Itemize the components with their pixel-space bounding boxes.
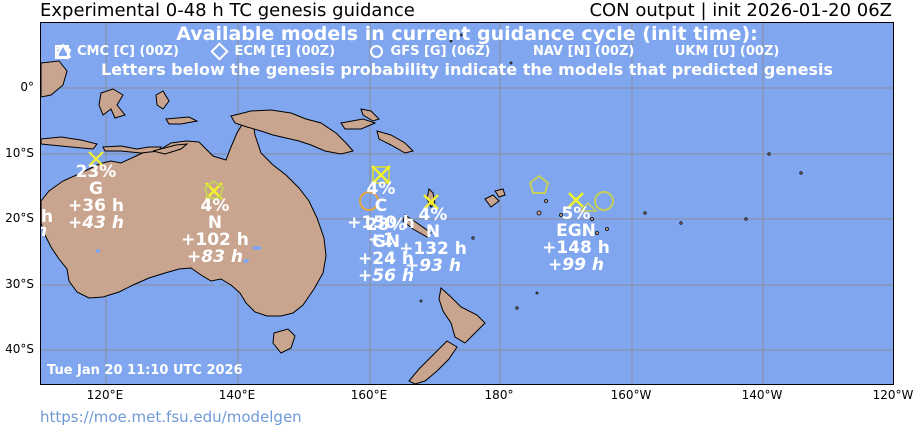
genesis-probability: 4% [200, 196, 230, 216]
nz-north-island [438, 287, 486, 344]
new-caledonia [402, 214, 432, 238]
system-2-label[interactable]: 4% N +102 h +83 h [181, 198, 249, 266]
timestamp: Tue Jan 20 11:10 UTC 2026 [47, 363, 243, 378]
model-letters: N [425, 222, 441, 242]
map-panel[interactable]: Available models in current guidance cyc… [40, 22, 894, 385]
system-6-label[interactable]: 5% EGN +148 h +99 h [542, 206, 610, 274]
timor [152, 143, 189, 155]
fiji-2 [494, 188, 506, 198]
model-letters: GN [371, 232, 401, 252]
lat-label-20s: 20°S [5, 211, 34, 225]
genesis-probability: 5% [561, 204, 591, 224]
genesis-probability: 28% [365, 215, 407, 235]
legend-ukm: UKM [U] (00Z) [674, 44, 780, 59]
sulawesi [98, 88, 126, 119]
lon-label-120w: 120°W [872, 388, 914, 402]
new-guinea [230, 109, 354, 155]
lead-time: +150 h [347, 213, 415, 233]
model-legend: CMC [C] (00Z) ECM [E] (00Z) GFS [G] (06Z… [55, 42, 893, 61]
lon-label-140e: 140°E [218, 388, 256, 402]
genesis-probability: 23% [75, 162, 117, 182]
australia [41, 114, 327, 317]
marker-system-2 [203, 179, 225, 200]
genesis-markers [88, 151, 614, 212]
diamond-icon [210, 42, 230, 61]
lead-time: +24 h [358, 249, 414, 269]
lat-label-30s: 30°S [5, 277, 34, 291]
model-letters: C [374, 196, 388, 216]
legend-ecm: ECM [E] (00Z) [234, 44, 336, 59]
marker-system-3 [359, 165, 391, 211]
lat-label-0: 0° [20, 80, 34, 94]
marker-system-6 [568, 191, 614, 212]
legend-cmc: CMC [C] (00Z) [77, 44, 179, 59]
halmahera [155, 90, 170, 110]
nz-south-island [408, 340, 458, 384]
available-models-title: Available models in current guidance cyc… [176, 23, 758, 45]
edge-fragment-2: h [41, 221, 47, 241]
lead-time-2: +83 h [187, 247, 243, 267]
figure-title: Experimental 0-48 h TC genesis guidance [40, 0, 415, 21]
lakes [96, 246, 262, 287]
borneo-edge [41, 60, 68, 98]
lat-label-10s: 10°S [5, 146, 34, 160]
java [41, 136, 98, 150]
edge-fragment-1: h [41, 207, 54, 227]
system-5-label[interactable]: 4% N +132 h +93 h [399, 207, 467, 275]
model-letters: EGN [556, 221, 596, 241]
lead-time: +102 h [181, 230, 249, 250]
legend-gfs: GFS [G] (06Z) [390, 44, 491, 59]
lon-label-140w: 140°W [741, 388, 783, 402]
source-link[interactable]: https://moe.met.fsu.edu/modelgen [40, 408, 302, 426]
lead-time-2: +43 h [68, 213, 124, 233]
lon-label-160w: 160°W [610, 388, 652, 402]
system-4-label[interactable]: 28% GN +24 h +56 h [358, 217, 414, 285]
new-britain [340, 118, 377, 130]
lat-label-40s: 40°S [5, 342, 34, 356]
system-3-label[interactable]: 4% C +150 h +1 [347, 181, 415, 249]
lon-label-120e: 120°E [86, 388, 124, 402]
lead-time-2: +99 h [548, 255, 604, 275]
seram [165, 116, 199, 125]
model-letters: G [89, 179, 103, 199]
land [41, 60, 506, 384]
small-islands [419, 33, 803, 310]
lead-time-2: +56 h [358, 266, 414, 286]
model-letters: N [207, 213, 223, 233]
marker-system-4 [423, 194, 439, 210]
genesis-probability: 4% [418, 205, 448, 225]
system-1-label[interactable]: 23% G +36 h +43 h [68, 164, 124, 232]
legend-nav: NAV [N] (00Z) [533, 44, 635, 59]
fiji [484, 194, 500, 208]
marker-system-5 [528, 174, 550, 194]
tasmania [272, 328, 296, 354]
circle-icon [369, 45, 383, 58]
marker-system-1 [88, 151, 104, 167]
lead-time-2: +1 [367, 230, 395, 250]
lead-time: +132 h [399, 239, 467, 259]
lon-label-160e: 160°E [350, 388, 388, 402]
model-note: Letters below the genesis probability in… [100, 60, 833, 79]
new-ireland [360, 108, 380, 122]
solomon-islands [376, 130, 414, 154]
map-canvas [41, 23, 893, 384]
lon-label-180: 180° [484, 388, 514, 402]
lead-time-2: +93 h [405, 256, 461, 276]
genesis-probability: 4% [366, 179, 396, 199]
lead-time: +36 h [68, 196, 124, 216]
lead-time: +148 h [542, 238, 610, 258]
init-info: CON output | init 2026-01-20 06Z [589, 0, 892, 21]
